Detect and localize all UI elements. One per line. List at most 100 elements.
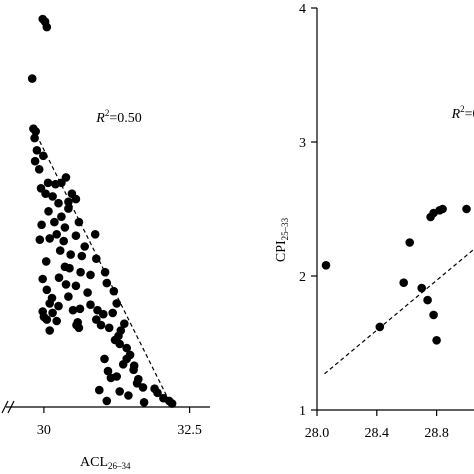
left-data-point bbox=[55, 246, 65, 255]
left-data-point bbox=[71, 194, 81, 204]
left-data-point bbox=[45, 234, 54, 243]
right-data-point bbox=[405, 238, 415, 247]
left-data-point bbox=[65, 263, 74, 273]
left-data-point bbox=[96, 320, 106, 330]
right-y-tick-label: 3 bbox=[299, 136, 306, 151]
left-data-point bbox=[44, 207, 53, 216]
right-x-tick-label: 28.0 bbox=[305, 426, 330, 441]
left-data-point bbox=[30, 156, 40, 166]
left-data-point bbox=[43, 178, 53, 188]
left-data-point bbox=[60, 223, 70, 232]
left-data-point bbox=[90, 230, 100, 239]
left-x-axis-label-sub: 26–34 bbox=[108, 461, 131, 471]
left-data-point bbox=[35, 235, 45, 244]
left-data-point bbox=[106, 373, 116, 383]
left-data-point bbox=[42, 22, 52, 32]
left-data-point bbox=[124, 391, 133, 400]
left-data-point bbox=[68, 305, 78, 315]
right-y-tick-label: 1 bbox=[299, 404, 306, 419]
left-r2-superscript: 2 bbox=[105, 108, 110, 118]
left-data-point bbox=[42, 285, 52, 295]
right-x-tick-label: 28.8 bbox=[424, 426, 449, 441]
left-data-point bbox=[153, 388, 162, 398]
left-x-axis-break-mark bbox=[1, 400, 15, 414]
left-data-point bbox=[122, 354, 131, 364]
left-r2-value: =0.50 bbox=[109, 111, 141, 126]
right-data-point bbox=[429, 310, 438, 320]
left-data-point bbox=[57, 212, 66, 221]
left-data-point bbox=[64, 204, 73, 213]
left-data-point bbox=[42, 315, 52, 324]
right-data-point bbox=[417, 283, 427, 293]
right-y-axis-label-main: CPI bbox=[274, 240, 289, 262]
left-trendline bbox=[32, 128, 170, 402]
left-x-axis-label: ACL26–34 bbox=[80, 455, 131, 471]
right-r2-label: R bbox=[451, 107, 461, 122]
left-data-point bbox=[48, 308, 57, 318]
left-data-point bbox=[48, 192, 57, 201]
left-data-point bbox=[83, 288, 92, 297]
right-data-point bbox=[321, 261, 331, 270]
right-data-point bbox=[438, 204, 447, 214]
left-data-point bbox=[64, 197, 73, 207]
left-data-point bbox=[115, 387, 124, 396]
left-data-point bbox=[54, 273, 64, 283]
left-data-point bbox=[80, 242, 89, 251]
left-data-point bbox=[99, 309, 108, 319]
right-data-point bbox=[375, 322, 385, 332]
left-data-point bbox=[54, 198, 63, 208]
left-data-point bbox=[139, 398, 149, 407]
left-data-point bbox=[104, 323, 114, 333]
left-data-point bbox=[167, 399, 177, 408]
left-data-point bbox=[102, 396, 112, 406]
left-data-point bbox=[115, 339, 124, 349]
left-data-point bbox=[38, 274, 47, 284]
left-data-point bbox=[54, 301, 63, 311]
right-scatter-panel: 28.0 28.4 28.8 1 2 3 4 R2=0. CPI25–33 bbox=[274, 2, 474, 441]
left-data-point bbox=[37, 220, 46, 230]
right-data-point bbox=[423, 295, 432, 305]
left-data-point bbox=[50, 217, 59, 227]
left-data-point bbox=[86, 270, 95, 280]
left-scatter-panel: 30 32.5 R2=0.50 ACL26–34 bbox=[1, 14, 210, 471]
left-data-point bbox=[34, 165, 44, 174]
right-data-point bbox=[399, 278, 409, 288]
right-y-tick-label: 4 bbox=[299, 2, 306, 17]
left-r2-label: R bbox=[95, 111, 105, 126]
left-data-point bbox=[41, 257, 51, 266]
right-y-axis-label: CPI25–33 bbox=[274, 217, 290, 262]
left-data-point bbox=[100, 354, 109, 364]
right-trendline bbox=[324, 248, 474, 375]
left-data-point bbox=[76, 267, 85, 277]
left-data-point bbox=[77, 251, 87, 261]
left-r2-annotation: R2=0.50 bbox=[95, 108, 141, 126]
left-data-point bbox=[108, 308, 117, 318]
left-data-point bbox=[52, 316, 61, 326]
left-data-point bbox=[109, 286, 119, 296]
left-data-point bbox=[129, 361, 139, 371]
right-r2-annotation: R2=0. bbox=[451, 104, 474, 122]
left-data-point bbox=[102, 278, 112, 288]
left-x-tick-label: 30 bbox=[37, 423, 51, 438]
left-data-point bbox=[120, 319, 129, 329]
left-data-point bbox=[86, 300, 95, 310]
left-data-point bbox=[45, 299, 54, 308]
left-data-point bbox=[59, 236, 68, 246]
left-data-point bbox=[39, 151, 48, 161]
right-x-tick-label: 28.4 bbox=[365, 426, 390, 441]
right-data-point bbox=[432, 336, 441, 345]
left-data-point bbox=[95, 385, 104, 395]
right-y-axis-label-sub: 25–33 bbox=[280, 217, 290, 240]
left-data-point bbox=[32, 146, 42, 155]
left-data-point bbox=[132, 379, 142, 388]
left-x-axis-label-main: ACL bbox=[80, 455, 108, 470]
left-data-point bbox=[75, 304, 85, 314]
left-data-point bbox=[100, 267, 110, 277]
left-data-point bbox=[71, 281, 81, 291]
left-x-tick-label: 32.5 bbox=[177, 423, 202, 438]
right-r2-superscript: 2 bbox=[460, 104, 465, 114]
right-data-point bbox=[462, 204, 471, 214]
right-r2-value: =0. bbox=[465, 107, 474, 122]
left-data-point bbox=[61, 280, 71, 289]
